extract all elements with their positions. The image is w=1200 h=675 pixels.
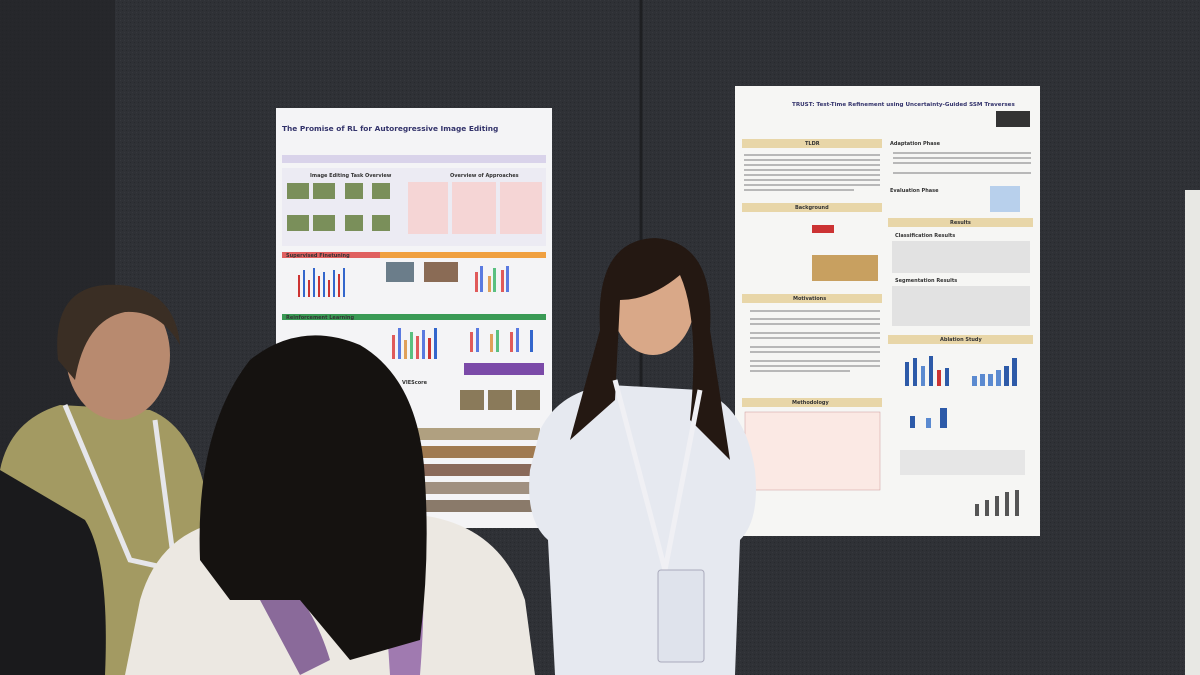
person-back <box>125 335 535 675</box>
section-heading: Overview of Approaches <box>450 173 519 179</box>
diagram <box>812 225 834 233</box>
section-heading: Background <box>795 205 829 211</box>
section-band <box>888 335 1033 344</box>
bar-chart <box>475 266 509 292</box>
section-heading: Results <box>950 220 971 226</box>
person-edge <box>0 470 106 675</box>
image-grid <box>460 390 540 410</box>
bar-chart <box>392 328 533 359</box>
poster-title: TRUST: Test-Time Refinement using Uncert… <box>792 102 1015 108</box>
section-heading: Segmentation Results <box>895 278 957 284</box>
section-band <box>742 398 882 407</box>
section-band <box>742 139 882 148</box>
section-band <box>888 218 1033 227</box>
highlight-box <box>464 363 544 375</box>
section-band <box>742 203 882 212</box>
rl-band <box>282 314 546 320</box>
section-heading: Adaptation Phase <box>890 141 941 147</box>
section-heading: Supervised Finetuning <box>286 253 350 259</box>
person-center <box>529 238 756 675</box>
diagram <box>990 186 1020 212</box>
section-heading: Image Editing Task Overview <box>310 173 392 179</box>
section-heading: Ablation Study <box>940 337 983 343</box>
thumbnails <box>287 183 390 231</box>
diagram <box>812 255 878 281</box>
photo <box>386 262 414 282</box>
poster-title: The Promise of RL for Autoregressive Ima… <box>282 124 498 133</box>
results-chart <box>900 450 1025 475</box>
results-table <box>892 286 1030 326</box>
section-band <box>742 294 882 303</box>
qr-codes <box>996 111 1030 127</box>
text-lines <box>744 154 880 191</box>
bar-chart <box>905 356 1019 516</box>
section-heading: Methodology <box>792 400 829 406</box>
question-band <box>282 155 546 163</box>
section-heading: Evaluation Phase <box>890 188 939 194</box>
section-heading: Classification Results <box>895 233 955 239</box>
approach-boxes <box>408 182 542 234</box>
results-table <box>892 241 1030 273</box>
edge-poster <box>1185 190 1200 675</box>
image-grid <box>400 428 540 512</box>
section-heading: TLDR <box>805 141 820 147</box>
method-diagram <box>744 411 881 491</box>
text-lines <box>750 310 880 372</box>
section-heading: Reinforcement Learning <box>286 315 354 321</box>
name-badge <box>657 569 705 663</box>
section-heading: VIEScore <box>402 380 428 386</box>
bar-chart <box>298 268 345 297</box>
poster-right: TRUST: Test-Time Refinement using Uncert… <box>735 86 1040 536</box>
section-heading: Motivations <box>793 296 826 302</box>
photo <box>424 262 458 282</box>
text-lines <box>893 152 1031 174</box>
data-band <box>380 252 546 258</box>
